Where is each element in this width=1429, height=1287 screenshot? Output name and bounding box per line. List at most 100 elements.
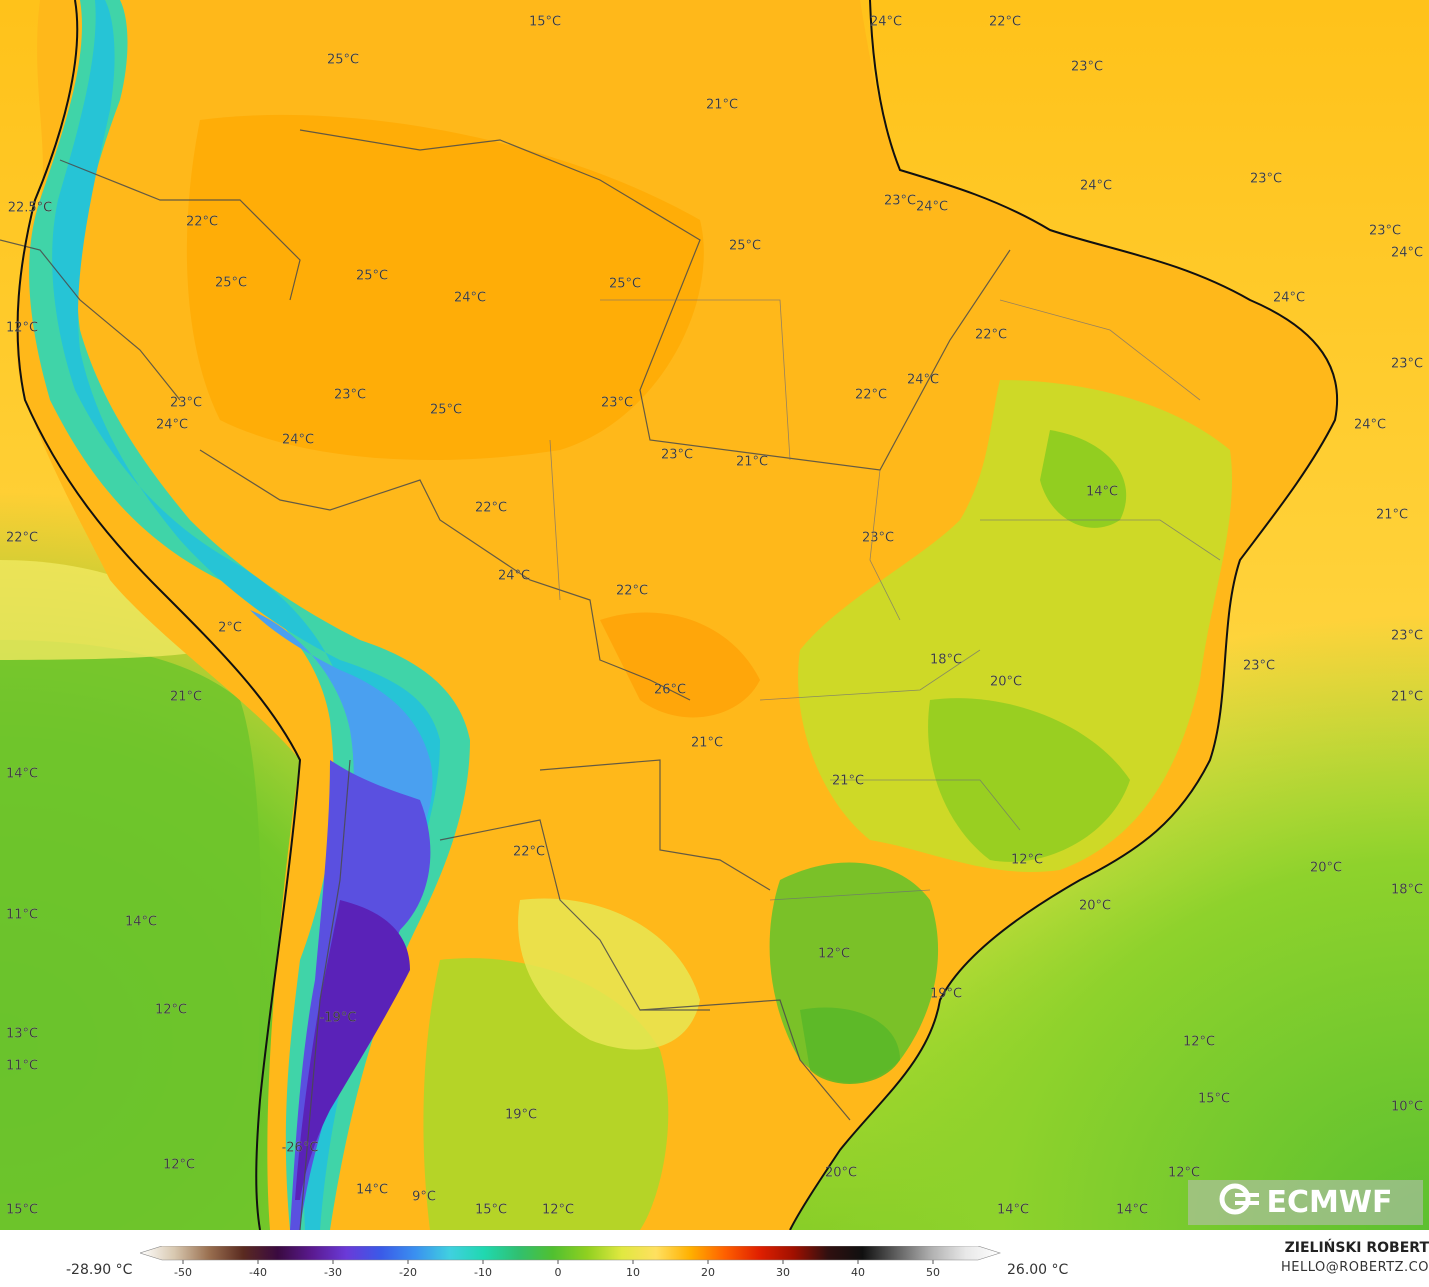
andes-extreme-cold-region (295, 900, 410, 1200)
temperature-label: 18°C (930, 653, 962, 668)
temperature-label: 24°C (870, 15, 902, 30)
colorbar-tick-label: 20 (701, 1266, 715, 1279)
temperature-label: 25°C (609, 277, 641, 292)
temperature-label: 15°C (6, 1203, 38, 1218)
argentina-yellow-region (518, 898, 700, 1050)
temperature-label: 12°C (155, 1003, 187, 1018)
temperature-label: 20°C (1079, 899, 1111, 914)
temperature-label: 22°C (989, 15, 1021, 30)
legend-min-value: -28.90 °C (66, 1262, 133, 1278)
temperature-label: 24°C (282, 433, 314, 448)
temperature-label: 12°C (542, 1203, 574, 1218)
temperature-label: 24°C (907, 373, 939, 388)
temperature-label: 23°C (1391, 357, 1423, 372)
colorbar-tick-label: -40 (249, 1266, 267, 1279)
temperature-label: 22°C (855, 388, 887, 403)
rio-grande-cool-region (800, 1007, 900, 1084)
ecmwf-logo-text: ECMWF (1266, 1185, 1393, 1220)
map-canvas: 15°C 24°C 22°C25°C 23°C21°C24°C 23°C23°C 24°C… (0, 0, 1429, 1230)
temperature-label: 15°C (475, 1203, 507, 1218)
temperature-label: 14°C (6, 767, 38, 782)
temperature-label: 12°C (818, 947, 850, 962)
temperature-label: 23°C (170, 396, 202, 411)
temperature-label: 24°C (1080, 179, 1112, 194)
temperature-label: 14°C (356, 1183, 388, 1198)
temperature-label: 12°C (163, 1158, 195, 1173)
colorbar-tick-label: 30 (776, 1266, 790, 1279)
temperature-label: 20°C (825, 1166, 857, 1181)
temperature-label: 10°C (1391, 1100, 1423, 1115)
mato-grosso-hot-spot (600, 612, 760, 718)
temperature-label: 21°C (691, 736, 723, 751)
temperature-label: 22°C (513, 845, 545, 860)
temperature-label: 19°C (930, 987, 962, 1002)
colorbar-tick-label: 40 (851, 1266, 865, 1279)
minas-cool-region (928, 698, 1130, 862)
temperature-label: 12°C (6, 321, 38, 336)
temperature-label: 2°C (218, 621, 242, 636)
temperature-label: 21°C (170, 690, 202, 705)
author-email: HELLO@ROBERTZ.CO (1280, 1260, 1429, 1275)
temperature-label: 13°C (6, 1027, 38, 1042)
temperature-label: 22°C (186, 215, 218, 230)
temperature-label: 24°C (1273, 291, 1305, 306)
temperature-label: 23°C (862, 531, 894, 546)
temperature-label: 23°C (1369, 224, 1401, 239)
temperature-label: 22°C (6, 531, 38, 546)
temperature-labels: 15°C 24°C 22°C25°C 23°C21°C24°C 23°C23°C 24°C… (6, 14, 1424, 1218)
temperature-label: 21°C (736, 455, 768, 470)
temperature-label: -19°C (320, 1011, 357, 1026)
temperature-label: 19°C (505, 1108, 537, 1123)
temperature-label: 24°C (1391, 246, 1423, 261)
colorbar-tick-label: 10 (626, 1266, 640, 1279)
temperature-label: 26°C (654, 683, 686, 698)
temperature-label: 12°C (1183, 1035, 1215, 1050)
temperature-label: 24°C (454, 291, 486, 306)
colorbar-tick-label: -30 (324, 1266, 342, 1279)
temperature-label: 23°C (884, 194, 916, 209)
temperature-label: 21°C (1391, 690, 1423, 705)
temperature-label: 23°C (1071, 60, 1103, 75)
colorbar-ticks: -50 -40 -30 -20 -10 0 10 20 30 40 50 (174, 1260, 940, 1279)
colorbar-strip (140, 1246, 1001, 1261)
colorbar-tick-label: -50 (174, 1266, 192, 1279)
amazon-warm-core (186, 114, 704, 460)
temperature-label: 15°C (1198, 1092, 1230, 1107)
temperature-label: 21°C (706, 98, 738, 113)
temperature-colorbar: -50 -40 -30 -20 -10 0 10 20 30 40 50 (140, 1246, 1001, 1279)
temperature-label: 23°C (334, 388, 366, 403)
temperature-label: 14°C (1116, 1203, 1148, 1218)
ecmwf-logo: ECMWF (1188, 1180, 1423, 1225)
temperature-label: 25°C (729, 239, 761, 254)
colorbar-tick-label: -20 (399, 1266, 417, 1279)
temperature-label: 25°C (327, 53, 359, 68)
temperature-label: 22.5°C (8, 201, 53, 216)
author-name: ZIELIŃSKI ROBERT (1284, 1240, 1429, 1256)
temperature-map: 15°C 24°C 22°C 25°C 23°C 21°C 24°C 23°C 23°C 24°C… (0, 0, 1429, 1230)
temperature-label: 21°C (1376, 508, 1408, 523)
author-credit: ZIELIŃSKI ROBERT HELLO@ROBERTZ.CO (1281, 1240, 1429, 1275)
temperature-label: 23°C (1243, 659, 1275, 674)
temperature-label: 23°C (1250, 172, 1282, 187)
temperature-label: 23°C (1391, 629, 1423, 644)
ecmwf-emblem-icon (1219, 1183, 1259, 1223)
temperature-label: 20°C (1310, 861, 1342, 876)
temperature-label: 25°C (356, 269, 388, 284)
temperature-label: 12°C (1011, 853, 1043, 868)
temperature-label: 14°C (1086, 485, 1118, 500)
temperature-label: 21°C (832, 774, 864, 789)
temperature-label: 11°C (6, 908, 38, 923)
temperature-label: 23°C (661, 448, 693, 463)
colorbar-tick-label: -10 (474, 1266, 492, 1279)
state-borders (549, 299, 1221, 901)
temperature-label: 25°C (430, 403, 462, 418)
temperature-label: 9°C (412, 1190, 436, 1205)
temperature-label: 18°C (1391, 883, 1423, 898)
pacific-green-band (0, 640, 261, 1230)
colorbar-tick-label: 0 (555, 1266, 562, 1279)
temperature-label: 24°C (916, 200, 948, 215)
atlantic-coastline (789, 0, 1339, 1230)
temperature-label: 15°C (529, 15, 561, 30)
temperature-label: 14°C (125, 915, 157, 930)
temperature-label: 25°C (215, 276, 247, 291)
